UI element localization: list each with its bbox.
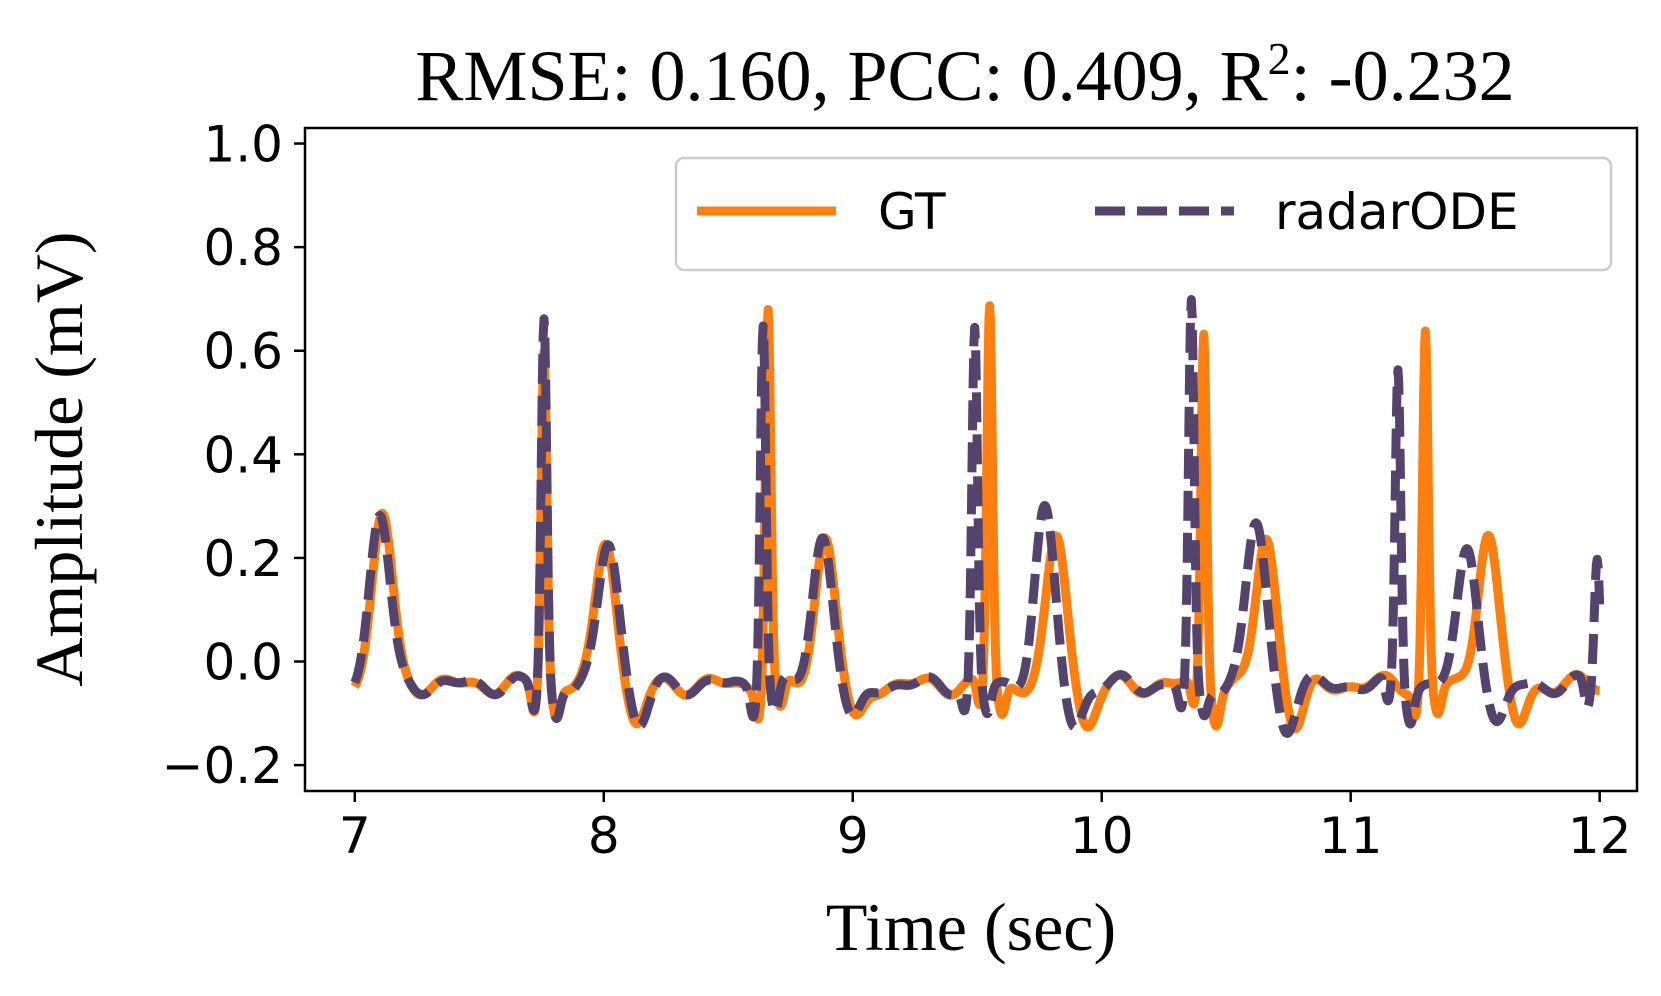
y-tick-label: 0.2 [203,530,283,588]
y-tick-label: 0.4 [203,426,283,484]
title-tail: : -0.232 [1291,36,1515,116]
x-axis-label: Time (sec) [826,889,1116,965]
legend-label-radarode: radarODE [1275,183,1519,241]
x-tick-label: 11 [1319,807,1383,865]
title-superscript: 2 [1268,33,1291,84]
axis-ticks: 7 8 9 10 11 12 −0.2 0.0 0.2 0.4 0.6 0.8 1.0 [162,116,1632,865]
y-tick-label: 0.8 [203,219,283,277]
x-tick-label: 9 [837,807,869,865]
x-tick-label: 7 [339,807,371,865]
x-tick-label: 10 [1070,807,1134,865]
axes-frame [303,126,1639,793]
title-main: RMSE: 0.160, PCC: 0.409, R [415,36,1267,116]
legend: GT radarODE [674,156,1613,272]
y-tick-label: 0.6 [203,323,283,381]
x-tick-label: 8 [588,807,620,865]
series-line-radarode [350,295,1605,738]
y-tick-label: −0.2 [162,737,283,795]
chart-title: RMSE: 0.160, PCC: 0.409, R2: -0.232 [415,33,1514,116]
y-axis-label: Amplitude (mV) [21,231,97,686]
legend-label-gt: GT [878,183,946,241]
x-tick-label: 12 [1568,807,1632,865]
plot-area [350,295,1605,738]
y-tick-label: 1.0 [203,116,283,174]
y-tick-label: 0.0 [203,634,283,692]
